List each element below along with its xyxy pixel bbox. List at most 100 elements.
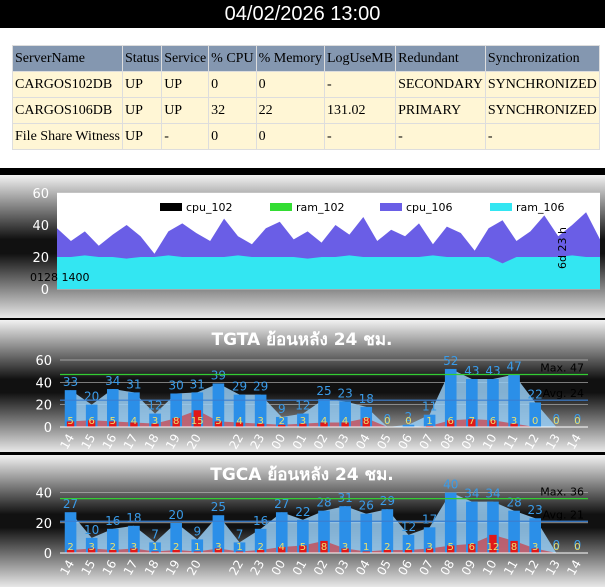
x-tick-label: 17 — [121, 432, 141, 452]
value-label: 28 — [506, 496, 521, 510]
mem-value-label: 4 — [342, 416, 348, 427]
bar — [360, 513, 373, 553]
mem-value-label: 0 — [574, 542, 580, 553]
bar — [278, 546, 286, 553]
mem-value-label: 0 — [405, 416, 411, 427]
bar — [489, 420, 497, 427]
value-label: 28 — [316, 496, 331, 510]
x-tick-label: 00 — [269, 432, 289, 452]
bar — [318, 399, 330, 427]
value-label: 7 — [151, 527, 159, 541]
x-tick-label: 19 — [163, 432, 183, 452]
value-label: 34 — [485, 487, 500, 501]
mem-value-label: 0 — [553, 542, 559, 553]
bar — [423, 527, 436, 553]
bar — [423, 414, 436, 427]
x-tick-label: 14 — [564, 432, 584, 452]
value-label: 30 — [169, 379, 184, 393]
mem-value-label: 4 — [131, 416, 137, 427]
value-label: 26 — [359, 499, 374, 513]
x-tick-label: 10 — [480, 558, 500, 578]
bar — [447, 545, 455, 553]
x-tick-label: 23 — [247, 432, 267, 452]
x-tick-label: 20 — [184, 432, 204, 452]
bar — [275, 416, 288, 427]
x-tick-label: 09 — [459, 432, 479, 452]
value-label: 31 — [190, 377, 205, 391]
bar — [191, 392, 204, 427]
bar — [341, 422, 349, 427]
table-cell: 22 — [255, 97, 325, 124]
x-tick-label: 04 — [353, 432, 373, 452]
table-cell: File Share Witness — [12, 123, 123, 150]
y-tick-label: 40 — [35, 376, 52, 391]
x-tick-label: 08 — [438, 432, 458, 452]
mem-value-label: 3 — [257, 416, 263, 427]
legend-swatch — [270, 203, 292, 211]
bar — [85, 404, 98, 427]
bar — [468, 419, 476, 427]
bar — [149, 413, 161, 427]
bar — [297, 413, 309, 427]
x-tick-label: 18 — [142, 432, 162, 452]
value-label: 22 — [528, 387, 543, 401]
bar — [425, 548, 434, 553]
value-label: 29 — [232, 380, 247, 394]
column-header: % CPU — [208, 45, 257, 72]
mem-value-label: 6 — [88, 416, 94, 427]
bar — [151, 423, 159, 427]
mem-value-label: 8 — [363, 416, 369, 427]
chart-title: TGCA ย้อนหลัง 24 ชม. — [210, 465, 394, 485]
bar — [109, 421, 117, 427]
mem-value-label: 2 — [405, 542, 411, 553]
x-tick-label: 13 — [543, 558, 563, 578]
bar — [383, 549, 392, 553]
mem-value-label: 1 — [194, 542, 200, 553]
x-tick-label: 22 — [226, 558, 246, 578]
bar — [233, 542, 246, 553]
value-label: 27 — [63, 497, 78, 511]
bar — [66, 421, 75, 427]
mem-value-label: 1 — [363, 542, 369, 553]
column-header: Redundant — [395, 45, 486, 72]
mem-value-label: 2 — [384, 542, 390, 553]
legend-label: cpu_106 — [406, 201, 453, 214]
x-tick-label: 03 — [332, 432, 352, 452]
mem-value-label: 3 — [131, 542, 137, 553]
x-tick-label: 14 — [57, 558, 77, 578]
legend-swatch — [380, 203, 402, 211]
x-tick-label: 15 — [79, 432, 99, 452]
value-label: 17 — [422, 512, 437, 526]
value-label: 20 — [84, 390, 99, 404]
bar — [489, 534, 497, 553]
bar — [341, 548, 349, 553]
mem-value-label: 6 — [448, 416, 454, 427]
bar — [191, 539, 204, 553]
y-tick-label: 60 — [32, 187, 49, 202]
value-label: 31 — [126, 377, 141, 391]
x-tick-label: 05 — [374, 558, 394, 578]
bar — [256, 549, 265, 553]
bar — [214, 548, 223, 553]
value-label: 10 — [84, 523, 99, 537]
bar — [170, 393, 182, 427]
bar — [487, 501, 499, 553]
bar — [193, 551, 201, 553]
value-label: 25 — [211, 500, 226, 514]
bar — [235, 422, 244, 427]
table-cell: 0 — [255, 71, 325, 98]
x-tick-label: 15 — [79, 558, 99, 578]
mem-value-label: 5 — [448, 542, 454, 553]
mem-value-label: 0 — [574, 416, 580, 427]
reference-label: Avg. 24 — [543, 387, 584, 400]
bar — [339, 401, 351, 427]
bar — [402, 534, 415, 553]
value-label: 20 — [169, 508, 184, 522]
bar — [404, 549, 413, 553]
value-label: 9 — [193, 524, 201, 538]
column-header: ServerName — [12, 45, 123, 72]
x-tick-label: 07 — [416, 558, 436, 578]
mem-value-label: 5 — [215, 416, 221, 427]
value-label: 18 — [126, 511, 141, 525]
